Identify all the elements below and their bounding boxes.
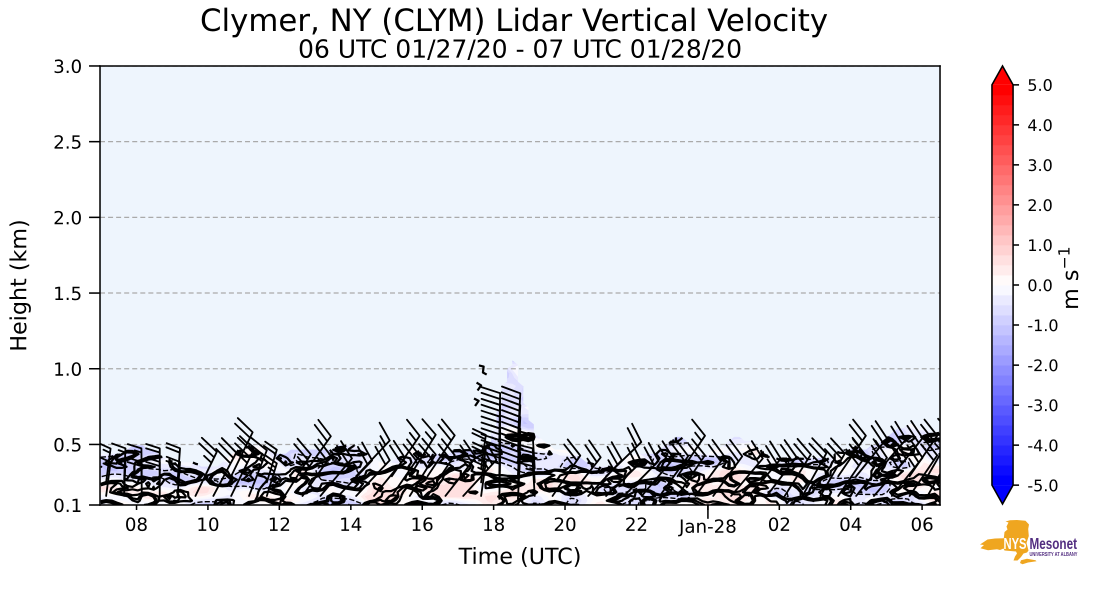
svg-text:Mesonet: Mesonet bbox=[1030, 536, 1078, 553]
svg-text:NYS: NYS bbox=[1004, 536, 1027, 553]
svg-text:UNIVERSITY AT ALBANY: UNIVERSITY AT ALBANY bbox=[1030, 552, 1078, 558]
